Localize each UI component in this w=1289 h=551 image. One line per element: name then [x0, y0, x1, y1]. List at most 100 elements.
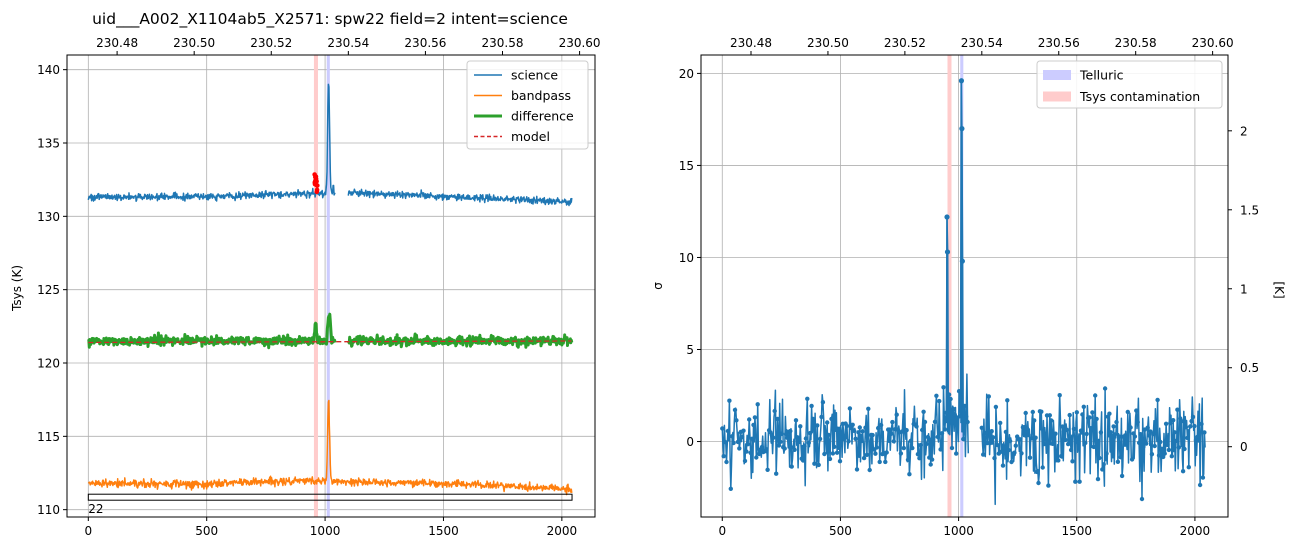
top-x-tick-label: 230.48 [96, 36, 138, 50]
right-y-tick-label: 1.5 [1240, 203, 1259, 217]
sigma-point [1163, 421, 1169, 426]
sigma-point [925, 434, 931, 440]
legend-label-difference: difference [511, 109, 574, 124]
sigma-point [1183, 425, 1189, 430]
sigma-point [842, 436, 847, 442]
sigma-point [983, 430, 989, 436]
sigma-point [837, 459, 843, 464]
sigma-point [1090, 410, 1095, 415]
sigma-point [725, 428, 731, 434]
y-tick-label: 15 [679, 159, 694, 173]
sigma-point [884, 450, 889, 455]
sigma-point [1034, 469, 1040, 475]
sigma-point [727, 398, 732, 403]
sigma-point [1039, 409, 1044, 414]
sigma-point [735, 439, 741, 445]
sigma-point [1118, 455, 1123, 460]
sigma-point [1185, 435, 1190, 441]
sigma-point [866, 406, 871, 411]
sigma-point [748, 450, 753, 455]
right-y-tick-label: 2 [1240, 124, 1248, 138]
sigma-point [1117, 434, 1122, 439]
sigma-point [924, 441, 929, 447]
left-channel-box: 22 [87, 493, 573, 516]
sigma-point [772, 408, 777, 414]
sigma-point [737, 446, 742, 451]
legend-swatch-tsys-contamination [1043, 91, 1071, 102]
y-tick-label: 110 [37, 503, 60, 517]
sigma-point [995, 442, 1000, 448]
sigma-point [914, 424, 919, 429]
sigma-point [941, 385, 946, 390]
sigma-point [805, 396, 810, 401]
sigma-point [907, 472, 912, 477]
sigma-point [1053, 431, 1058, 436]
sigma-point [877, 459, 882, 465]
sigma-point [1023, 410, 1028, 416]
sigma-point [1076, 440, 1081, 445]
sigma-point [956, 389, 962, 394]
sigma-point [1146, 433, 1152, 438]
spw-label: 22 [88, 502, 103, 516]
sigma-point [938, 447, 943, 452]
sigma-point [1012, 450, 1017, 455]
sigma-point [849, 425, 854, 431]
right-y-axis-label: σ [651, 282, 665, 290]
sigma-point [747, 417, 752, 422]
sigma-point [825, 420, 830, 425]
sigma-point [806, 440, 811, 445]
sigma-point [1139, 496, 1145, 502]
sigma-point [1136, 440, 1142, 445]
right-secondary-y-axis-label: [K] [1272, 281, 1286, 298]
channel-range-box [87, 493, 573, 501]
sigma-point [915, 452, 921, 457]
sigma-point [1186, 465, 1192, 470]
sigma-point [1102, 386, 1108, 391]
sigma-point [1084, 431, 1089, 437]
sigma-point [1091, 444, 1097, 450]
sigma-point [1007, 438, 1013, 444]
sigma-point [1097, 455, 1102, 461]
sigma-point [1064, 427, 1070, 432]
sigma-point [870, 432, 875, 438]
sigma-point [863, 425, 868, 430]
sigma-point [857, 425, 862, 430]
sigma-point [959, 126, 965, 131]
sigma-point [782, 446, 787, 451]
sigma-point [949, 445, 955, 451]
sigma-point [1171, 418, 1176, 423]
sigma-point [771, 435, 776, 440]
sigma-point [1168, 421, 1173, 426]
sigma-point [1108, 430, 1114, 435]
sigma-point [1128, 425, 1133, 430]
sigma-point [1180, 469, 1186, 474]
sigma-point [822, 451, 827, 457]
sigma-point [891, 439, 896, 444]
right-y-tick-label: 0.5 [1240, 361, 1259, 375]
sigma-point [765, 467, 770, 472]
top-x-tick-label: 230.52 [250, 36, 292, 50]
sigma-point [1067, 412, 1072, 418]
sigma-point [1119, 473, 1125, 479]
sigma-point [1041, 441, 1047, 447]
sigma-point [1172, 430, 1177, 435]
right-legend: Telluric Tsys contamination [1036, 60, 1223, 109]
sigma-point [847, 406, 853, 411]
sigma-point [796, 437, 801, 442]
y-tick-label: 125 [37, 283, 60, 297]
sigma-point [1141, 444, 1146, 449]
science-series-line [87, 83, 573, 207]
sigma-point [876, 425, 881, 431]
sigma-point [844, 423, 850, 429]
sigma-point [1145, 425, 1150, 430]
sigma-point [990, 435, 996, 440]
sigma-point [910, 445, 915, 451]
legend-label-telluric: Telluric [1079, 68, 1124, 83]
sigma-point [962, 403, 967, 409]
x-tick-label: 1500 [1061, 524, 1092, 538]
sigma-point [1027, 455, 1033, 460]
sigma-point [1093, 393, 1098, 398]
sigma-point [917, 456, 922, 461]
sigma-point [864, 452, 870, 457]
sigma-point [1155, 397, 1160, 403]
